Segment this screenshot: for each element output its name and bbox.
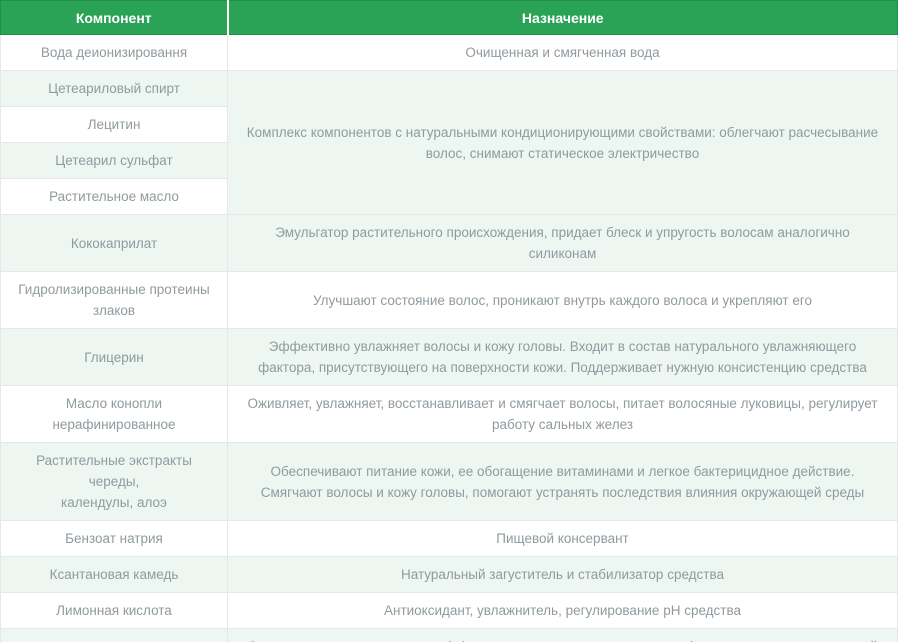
component-cell: Кококаприлат [0, 214, 228, 272]
table-row: Лецитин [0, 106, 898, 143]
component-cell: Растительные экстракты череды, календулы… [0, 442, 228, 521]
component-cell: Цетеарил сульфат [0, 142, 228, 179]
table-row: Масло конопли нерафинированное Оживляет,… [0, 385, 898, 443]
component-cell: Парфюмерная композиция [0, 628, 228, 642]
purpose-cell: Смесь ароматических веществ (эфирных мас… [227, 628, 898, 642]
purpose-cell: Натуральный загуститель и стабилизатор с… [227, 556, 898, 593]
component-cell: Масло конопли нерафинированное [0, 385, 228, 443]
purpose-cell: Эмульгатор растительного происхождения, … [227, 214, 898, 272]
table-row: Цетеарил сульфат [0, 142, 898, 179]
table-row: Ксантановая камедь Натуральный загустите… [0, 556, 898, 593]
component-cell: Вода деионизировання [0, 34, 228, 71]
table-row: Кококаприлат Эмульгатор растительного пр… [0, 214, 898, 272]
purpose-cell: Антиоксидант, увлажнитель, регулирование… [227, 592, 898, 629]
table-row: Глицерин Эффективно увлажняет волосы и к… [0, 328, 898, 386]
purpose-cell: Очищенная и смягченная вода [227, 34, 898, 71]
purpose-cell-merged: Комплекс компонентов с натуральными конд… [227, 70, 898, 215]
component-cell: Лецитин [0, 106, 228, 143]
table-row: Растительное масло [0, 178, 898, 215]
table-row: Вода деионизировання Очищенная и смягчен… [0, 34, 898, 71]
table-row: Гидролизированные протеины злаков Улучша… [0, 271, 898, 329]
component-cell: Лимонная кислота [0, 592, 228, 629]
component-cell: Глицерин [0, 328, 228, 386]
table-row: Растительные экстракты череды, календулы… [0, 442, 898, 521]
column-header-component: Компонент [0, 0, 229, 35]
table-row: Цетеариловый спирт Комплекс компонентов … [0, 70, 898, 215]
header-row: Компонент Назначение [0, 0, 898, 35]
table-row: Лимонная кислота Антиоксидант, увлажните… [0, 592, 898, 629]
component-cell: Цетеариловый спирт [0, 70, 228, 107]
component-cell: Растительное масло [0, 178, 228, 215]
column-header-purpose: Назначение [227, 0, 898, 35]
table-row: Парфюмерная композиция Смесь ароматическ… [0, 628, 898, 642]
component-cell: Гидролизированные протеины злаков [0, 271, 228, 329]
purpose-cell: Пищевой консервант [227, 520, 898, 557]
purpose-cell: Улучшают состояние волос, проникают внут… [227, 271, 898, 329]
component-cell: Бензоат натрия [0, 520, 228, 557]
component-cell: Ксантановая камедь [0, 556, 228, 593]
purpose-cell: Оживляет, увлажняет, восстанавливает и с… [227, 385, 898, 443]
table-row: Бензоат натрия Пищевой консервант [0, 520, 898, 557]
purpose-cell: Эффективно увлажняет волосы и кожу голов… [227, 328, 898, 386]
purpose-cell: Обеспечивают питание кожи, ее обогащение… [227, 442, 898, 521]
